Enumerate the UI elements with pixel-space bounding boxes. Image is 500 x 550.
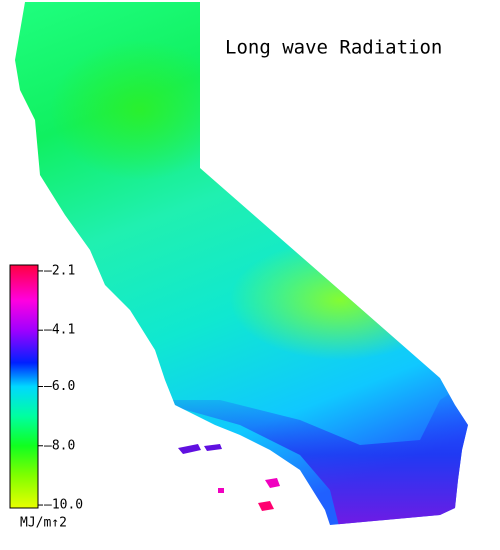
colorbar-label: MJ/m↑2 [20,516,67,531]
tick-label: –8.0 [44,438,75,453]
tick-label: –6.0 [44,379,75,394]
islands [178,444,280,511]
tick-label: –10.0 [44,498,83,513]
tick-label: –4.1 [44,323,75,338]
colorbar: –2.1 –4.1 –6.0 –8.0 –10.0 [9,263,83,513]
map-title: Long wave Radiation [225,37,442,59]
colorbar-fill [9,264,39,509]
tick-label: –2.1 [44,263,75,278]
